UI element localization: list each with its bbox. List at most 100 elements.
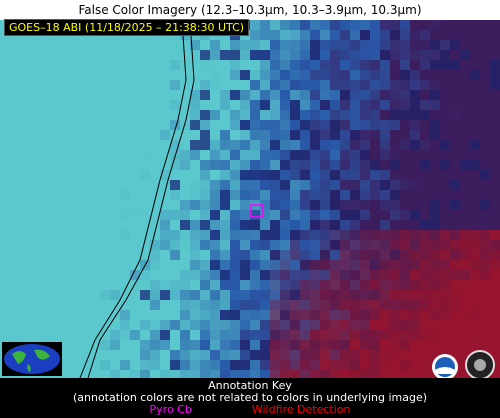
pixel xyxy=(220,350,230,360)
pixel xyxy=(470,250,480,260)
pixel xyxy=(370,340,380,350)
pixel xyxy=(390,280,400,290)
pixel xyxy=(470,70,480,80)
pixel xyxy=(340,200,350,210)
pixel xyxy=(300,220,310,230)
pixel xyxy=(440,220,450,230)
pixel xyxy=(20,80,30,90)
pixel xyxy=(240,120,250,130)
pixel xyxy=(160,330,170,340)
pixel xyxy=(260,240,270,250)
pixel xyxy=(230,90,240,100)
pixel xyxy=(460,150,470,160)
pixel xyxy=(100,240,110,250)
pixel xyxy=(280,80,290,90)
pixel xyxy=(130,210,140,220)
pixel xyxy=(400,220,410,230)
pixel xyxy=(60,250,70,260)
pixel xyxy=(130,340,140,350)
pixel xyxy=(300,100,310,110)
pixel xyxy=(220,120,230,130)
pixel xyxy=(160,50,170,60)
pixel xyxy=(430,70,440,80)
key-items: Pyro Cb Wildfire Detection xyxy=(0,404,500,416)
pixel xyxy=(150,290,160,300)
pixel xyxy=(230,140,240,150)
pixel xyxy=(320,170,330,180)
pixel xyxy=(220,210,230,220)
pixel xyxy=(260,160,270,170)
pixel xyxy=(60,230,70,240)
pixel xyxy=(210,280,220,290)
pixel xyxy=(400,200,410,210)
key-note: (annotation colors are not related to co… xyxy=(72,391,428,404)
pixel xyxy=(220,170,230,180)
pixel xyxy=(360,210,370,220)
pixel xyxy=(340,370,350,378)
pixel xyxy=(340,210,350,220)
pixel xyxy=(240,270,250,280)
pixel xyxy=(200,320,210,330)
pixel xyxy=(230,120,240,130)
pixel xyxy=(240,350,250,360)
pixel xyxy=(100,250,110,260)
pixel xyxy=(190,150,200,160)
pixel xyxy=(90,180,100,190)
pixel xyxy=(40,110,50,120)
pixel xyxy=(70,120,80,130)
pixel xyxy=(420,270,430,280)
pixel xyxy=(260,30,270,40)
pixel xyxy=(480,80,490,90)
pixel xyxy=(280,50,290,60)
pixel xyxy=(30,280,40,290)
pixel xyxy=(150,230,160,240)
pixel xyxy=(380,60,390,70)
pixel xyxy=(180,270,190,280)
pixel xyxy=(380,340,390,350)
pixel xyxy=(60,300,70,310)
pixel xyxy=(160,290,170,300)
pixel xyxy=(460,220,470,230)
pixel xyxy=(440,160,450,170)
pixel xyxy=(270,50,280,60)
pixel xyxy=(120,90,130,100)
pixel xyxy=(350,170,360,180)
pixel xyxy=(350,180,360,190)
pixel xyxy=(380,90,390,100)
pixel xyxy=(470,330,480,340)
pixel xyxy=(250,100,260,110)
pixel xyxy=(480,320,490,330)
pixel xyxy=(210,110,220,120)
pixel xyxy=(330,200,340,210)
pixel xyxy=(160,150,170,160)
pixel xyxy=(100,190,110,200)
pixel xyxy=(330,260,340,270)
pixel xyxy=(380,190,390,200)
pixel xyxy=(340,300,350,310)
pixel xyxy=(130,50,140,60)
pixel xyxy=(60,40,70,50)
pixel xyxy=(60,190,70,200)
pixel xyxy=(480,120,490,130)
pixel xyxy=(420,70,430,80)
pixel xyxy=(170,110,180,120)
pixel xyxy=(360,150,370,160)
pixel xyxy=(290,110,300,120)
pixel xyxy=(420,220,430,230)
pixel xyxy=(150,90,160,100)
pixel xyxy=(110,290,120,300)
pixel xyxy=(20,120,30,130)
pixel xyxy=(460,160,470,170)
pixel xyxy=(370,330,380,340)
pixel xyxy=(180,100,190,110)
pixel xyxy=(290,370,300,378)
pixel xyxy=(100,300,110,310)
pixel xyxy=(400,80,410,90)
pixel xyxy=(250,120,260,130)
pixel xyxy=(50,70,60,80)
pixel xyxy=(400,240,410,250)
pixel xyxy=(0,120,10,130)
pixel xyxy=(140,290,150,300)
pixel xyxy=(270,240,280,250)
pixel xyxy=(350,110,360,120)
